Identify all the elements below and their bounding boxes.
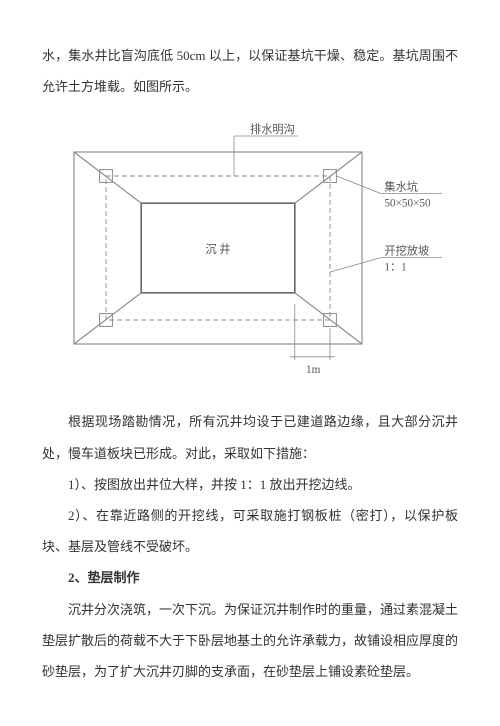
label-top: 排水明沟 (250, 122, 295, 136)
pit-diagram-svg: 沉 井 排水明沟 集水坑 50×50×50 开挖放坡 1：1 1m (42, 120, 458, 392)
slope-tr (295, 152, 362, 203)
slope-tl (74, 152, 141, 203)
slope-bl (74, 293, 141, 344)
label-right1b: 50×50×50 (384, 198, 431, 210)
leader-r2 (330, 258, 381, 272)
label-right1a: 集水坑 (384, 180, 418, 194)
pit-diagram: 沉 井 排水明沟 集水坑 50×50×50 开挖放坡 1：1 1m (42, 120, 458, 392)
heading-bedding: 2、垫层制作 (42, 562, 458, 593)
paragraph-bedding: 沉井分次浇筑，一次下沉。为保证沉井制作时的重量，通过素混凝土垫层扩散后的荷载不大… (42, 594, 458, 688)
paragraph-step-2: 2）、在靠近路侧的开挖线，可采取施打钢板桩（密打），以保护板块、基层及管线不受破… (42, 500, 458, 562)
label-bottom: 1m (306, 364, 321, 376)
label-center: 沉 井 (205, 242, 230, 256)
paragraph-intro: 水，集水井比盲沟底低 50cm 以上，以保证基坑干燥、稳定。基坑周围不允许土方堆… (42, 40, 458, 102)
label-right2a: 开挖放坡 (384, 244, 429, 258)
slope-br (295, 293, 362, 344)
paragraph-step-1: 1）、按图放出井位大样，并按 1：1 放出开挖边线。 (42, 469, 458, 500)
label-right2b: 1：1 (384, 262, 406, 274)
paragraph-context: 根据现场踏勘情况，所有沉井均设于已建道路边缘，且大部分沉井处，慢车道板块已形成。… (42, 406, 458, 468)
leader-r1 (336, 176, 381, 194)
